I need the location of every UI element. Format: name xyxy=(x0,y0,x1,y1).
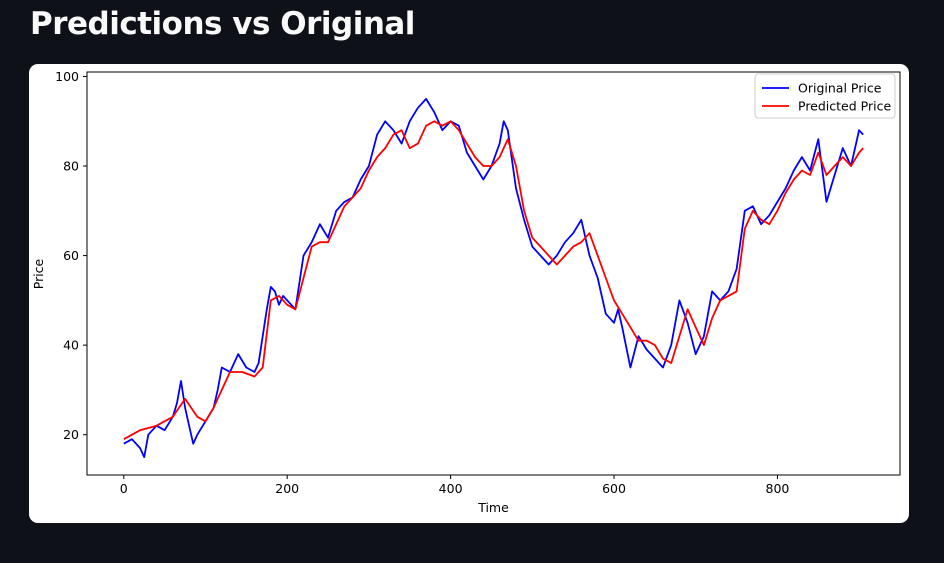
chart-card: 0 200 400 600 800 20 40 60 80 100 Time Price Orig… xyxy=(29,64,909,523)
axis-ticks: 0 200 400 600 800 20 40 60 80 100 xyxy=(55,69,789,496)
plot-area xyxy=(86,71,901,476)
y-tick-label: 60 xyxy=(63,248,79,263)
x-tick-label: 600 xyxy=(602,481,626,496)
x-tick-label: 800 xyxy=(766,481,790,496)
series-line-predicted xyxy=(123,120,864,440)
x-tick-label: 0 xyxy=(120,481,128,496)
legend-frame xyxy=(754,73,896,119)
series-lines xyxy=(123,98,864,458)
y-tick-label: 80 xyxy=(63,159,79,174)
x-tick-label: 200 xyxy=(275,481,299,496)
x-tick-label: 400 xyxy=(439,481,463,496)
legend: Original Price Predicted Price xyxy=(754,73,896,119)
y-tick-label: 40 xyxy=(63,338,79,353)
x-axis-label: Time xyxy=(477,500,509,515)
y-tick-label: 100 xyxy=(55,69,79,84)
line-chart: 0 200 400 600 800 20 40 60 80 100 Time Price Orig… xyxy=(31,69,901,515)
page-title: Predictions vs Original xyxy=(30,6,415,42)
y-tick-label: 20 xyxy=(63,427,79,442)
y-axis-label: Price xyxy=(31,258,46,289)
series-line-original xyxy=(123,98,864,458)
legend-label-original: Original Price xyxy=(798,81,882,96)
legend-label-predicted: Predicted Price xyxy=(798,99,891,114)
